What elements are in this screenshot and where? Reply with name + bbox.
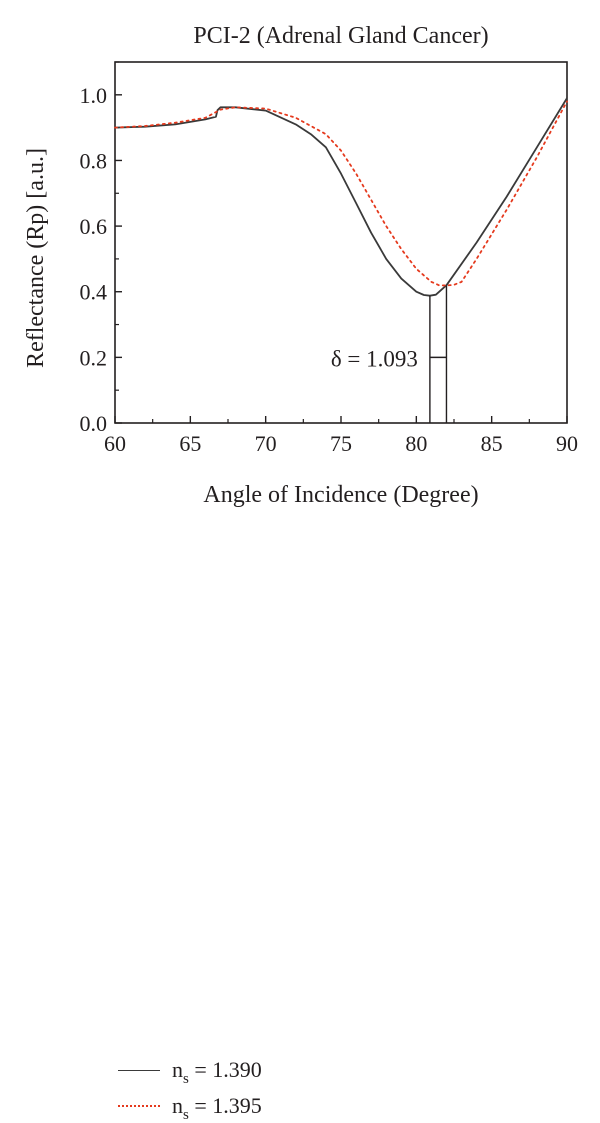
- chart-title: PCI-2 (Adrenal Gland Cancer): [193, 23, 488, 49]
- legend-swatch-solid: [118, 1069, 160, 1071]
- x-tick-label: 90: [556, 431, 578, 456]
- y-tick-label: 0.2: [80, 345, 108, 370]
- legend-symbol: n: [172, 1057, 183, 1082]
- series-line-2: [114, 100, 568, 287]
- chart-canvas: PCI-2 (Adrenal Gland Cancer) Angle of In…: [23, 23, 578, 508]
- legend-item-series-2: ns = 1.395: [118, 1093, 262, 1123]
- y-tick-label: 0.6: [80, 214, 108, 239]
- y-tick-label: 0.8: [80, 148, 108, 173]
- legend-label: ns = 1.395: [172, 1093, 262, 1123]
- y-tick-label: 1.0: [80, 83, 108, 108]
- legend-subscript: s: [183, 1107, 189, 1123]
- x-tick-label: 70: [255, 431, 277, 456]
- y-tick-label: 0.0: [80, 411, 108, 436]
- legend-value: = 1.395: [188, 1093, 262, 1118]
- legend-item-series-1: ns = 1.390: [118, 1057, 262, 1087]
- x-tick-label: 85: [481, 431, 503, 456]
- legend-symbol: n: [172, 1093, 183, 1118]
- legend-swatch-dotted: [118, 1105, 160, 1107]
- x-tick-label: 60: [104, 431, 126, 456]
- y-axis-label: Reflectance (Rp) [a.u.]: [23, 148, 49, 368]
- x-tick-label: 75: [330, 431, 352, 456]
- chart: PCI-2 (Adrenal Gland Cancer) Angle of In…: [23, 23, 578, 1123]
- x-tick-label: 65: [179, 431, 201, 456]
- legend-label: ns = 1.390: [172, 1057, 262, 1087]
- x-tick-label: 80: [405, 431, 427, 456]
- legend-value: = 1.390: [188, 1057, 262, 1082]
- plot-area: 60 65 70 75 80 85 90 0.0 0.2 0.4 0.6 0.8 1.0 δ = 1.09…: [80, 61, 578, 456]
- series-line-1: [114, 97, 568, 297]
- delta-annotation: δ = 1.093: [331, 346, 418, 371]
- y-tick-label: 0.4: [80, 280, 108, 305]
- x-axis-label: Angle of Incidence (Degree): [203, 482, 478, 508]
- legend-subscript: s: [183, 1071, 189, 1087]
